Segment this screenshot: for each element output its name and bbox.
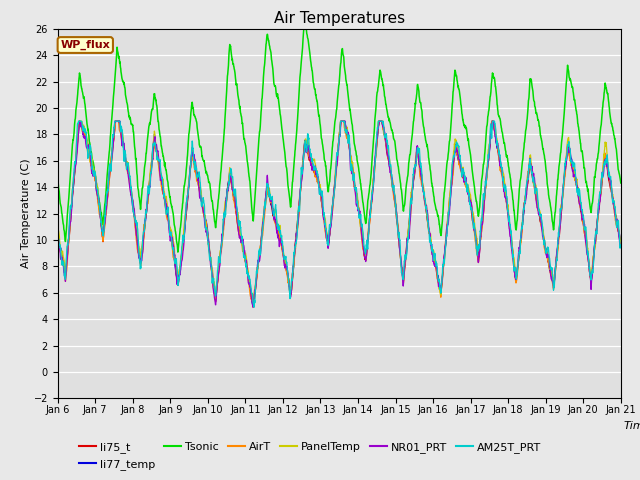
NR01_PRT — [249, 304, 257, 310]
PanelTemp — [356, 218, 364, 224]
AM25T_PRT — [583, 247, 591, 252]
PanelTemp — [504, 198, 511, 204]
Tsonic — [211, 219, 219, 225]
AM25T_PRT — [504, 200, 511, 206]
li77_temp — [504, 203, 511, 209]
Line: NR01_PRT: NR01_PRT — [58, 121, 621, 307]
li75_t — [76, 119, 83, 124]
li75_t — [54, 233, 61, 239]
Tsonic — [300, 26, 308, 32]
AirT — [250, 300, 257, 305]
AirT — [356, 218, 364, 224]
Tsonic — [54, 175, 61, 180]
Tsonic — [174, 249, 182, 255]
Legend: li75_t, li77_temp, Tsonic, AirT, PanelTemp, NR01_PRT, AM25T_PRT: li75_t, li77_temp, Tsonic, AirT, PanelTe… — [74, 438, 546, 474]
NR01_PRT — [211, 297, 219, 302]
Line: li75_t: li75_t — [58, 121, 621, 307]
PanelTemp — [369, 188, 376, 193]
NR01_PRT — [369, 196, 376, 202]
NR01_PRT — [54, 232, 61, 238]
X-axis label: Time: Time — [624, 420, 640, 431]
NR01_PRT — [76, 119, 83, 124]
li75_t — [369, 191, 376, 197]
NR01_PRT — [583, 252, 591, 257]
li75_t — [211, 294, 219, 300]
Line: Tsonic: Tsonic — [58, 29, 621, 252]
AM25T_PRT — [617, 244, 625, 250]
AM25T_PRT — [54, 231, 61, 237]
li75_t — [583, 249, 591, 255]
li75_t — [250, 304, 257, 310]
NR01_PRT — [356, 208, 364, 214]
li77_temp — [617, 240, 625, 245]
AirT — [76, 119, 83, 124]
AirT — [617, 241, 625, 247]
Line: li77_temp: li77_temp — [58, 121, 621, 306]
AirT — [211, 296, 219, 301]
Tsonic — [617, 180, 625, 186]
NR01_PRT — [617, 244, 625, 250]
Line: PanelTemp: PanelTemp — [58, 121, 621, 303]
Tsonic — [369, 154, 376, 160]
li75_t — [617, 240, 625, 246]
PanelTemp — [54, 225, 61, 230]
NR01_PRT — [568, 159, 575, 165]
AM25T_PRT — [75, 119, 83, 124]
PanelTemp — [75, 119, 83, 124]
li77_temp — [568, 156, 575, 162]
AirT — [568, 162, 575, 168]
li77_temp — [369, 191, 376, 196]
li77_temp — [356, 216, 364, 222]
AM25T_PRT — [356, 215, 364, 221]
Title: Air Temperatures: Air Temperatures — [274, 11, 404, 26]
AM25T_PRT — [369, 190, 376, 196]
AirT — [369, 193, 376, 199]
AirT — [504, 204, 511, 210]
li75_t — [568, 162, 575, 168]
Tsonic — [583, 183, 591, 189]
li77_temp — [211, 289, 219, 295]
Line: AirT: AirT — [58, 121, 621, 302]
Y-axis label: Air Temperature (C): Air Temperature (C) — [20, 159, 31, 268]
Tsonic — [568, 82, 575, 87]
li77_temp — [249, 303, 257, 309]
Text: WP_flux: WP_flux — [60, 40, 110, 50]
Tsonic — [504, 155, 511, 161]
AM25T_PRT — [568, 158, 575, 164]
li75_t — [504, 205, 511, 211]
PanelTemp — [617, 239, 625, 244]
Tsonic — [356, 176, 364, 182]
Line: AM25T_PRT: AM25T_PRT — [58, 121, 621, 307]
NR01_PRT — [504, 205, 511, 211]
li77_temp — [76, 119, 83, 124]
PanelTemp — [211, 286, 219, 291]
AM25T_PRT — [211, 289, 219, 295]
AM25T_PRT — [250, 304, 258, 310]
AirT — [583, 246, 591, 252]
PanelTemp — [568, 161, 575, 167]
li77_temp — [583, 245, 591, 251]
PanelTemp — [583, 242, 591, 248]
PanelTemp — [249, 300, 257, 306]
AirT — [54, 233, 61, 239]
li75_t — [356, 215, 364, 220]
li77_temp — [54, 235, 61, 240]
